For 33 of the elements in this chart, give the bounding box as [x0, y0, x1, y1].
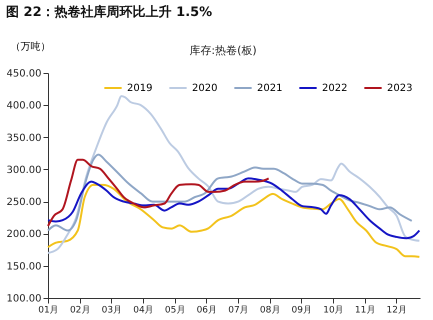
x-tick-label: 09月: [292, 306, 312, 316]
x-tick-label: 07月: [228, 306, 249, 316]
x-tick-label: 06月: [196, 306, 218, 316]
chart-subtitle: 库存:热卷(板): [189, 44, 257, 57]
y-axis-title: （万吨）: [10, 40, 50, 52]
x-tick-label: 10月: [323, 306, 344, 316]
x-tick-label: 12月: [386, 306, 407, 316]
y-tick-label: 100.00: [6, 294, 42, 304]
x-tick-label: 03月: [102, 306, 122, 316]
x-tick-label: 02月: [70, 306, 90, 316]
line-series: [47, 184, 420, 258]
x-tick-label: 11月: [354, 306, 376, 316]
y-tick-label: 400.00: [6, 100, 42, 112]
x-tick-label: 05月: [164, 306, 186, 316]
legend-label: 2021: [257, 83, 282, 94]
legend-label: 2019: [127, 83, 152, 94]
y-tick-label: 300.00: [6, 164, 42, 176]
legend-label: 2020: [192, 83, 218, 94]
legend-label: 2023: [387, 83, 412, 94]
chart-title: 图 22：热卷社库周环比上升 1.5%: [6, 4, 212, 20]
line-series: [47, 95, 420, 254]
line-series: [47, 177, 420, 240]
x-tick-label: 01月: [38, 306, 59, 316]
y-tick-label: 250.00: [6, 197, 42, 208]
x-tick-label: 04月: [133, 306, 154, 316]
legend-label: 2022: [322, 83, 348, 94]
line-series: [47, 158, 270, 227]
y-tick-label: 450.00: [6, 68, 42, 80]
y-tick-label: 200.00: [6, 229, 42, 240]
y-tick-label: 350.00: [6, 132, 42, 144]
x-tick-label: 08月: [260, 306, 280, 316]
line-series: [47, 154, 413, 232]
y-tick-label: 150.00: [6, 261, 42, 272]
